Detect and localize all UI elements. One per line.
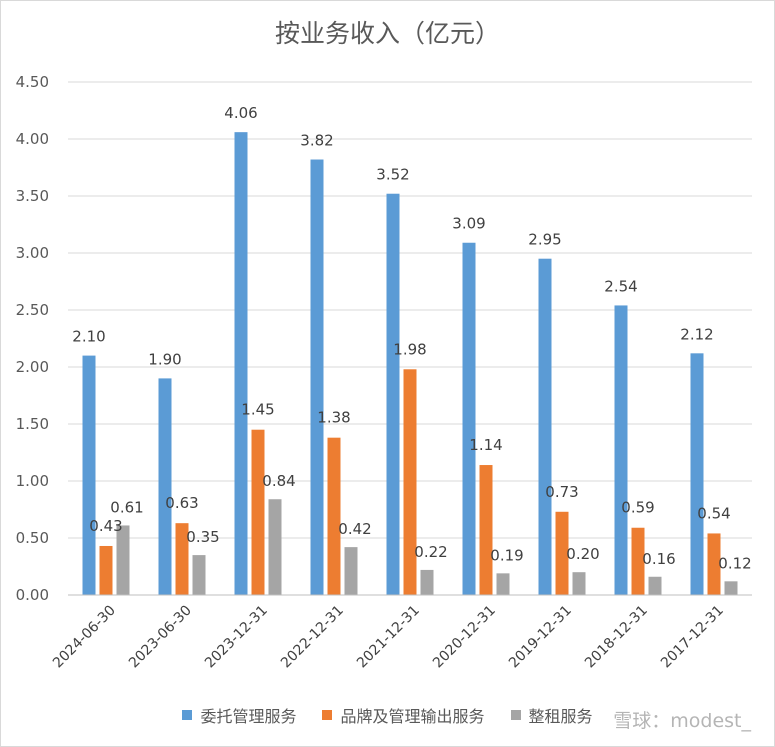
bar xyxy=(420,569,434,595)
bar xyxy=(327,437,341,595)
data-label: 1.90 xyxy=(148,350,181,368)
data-labels: 2.10 0.430.61 1.90 0.63 0.35 4.06 1.45 0.84 3.82… xyxy=(72,104,751,572)
y-tick-label: 1.00 xyxy=(16,472,49,490)
data-label: 0.19 xyxy=(490,546,523,564)
bar xyxy=(116,525,130,595)
bar xyxy=(572,572,586,595)
legend-swatch xyxy=(510,710,521,720)
bar xyxy=(234,132,248,595)
data-label: 4.06 xyxy=(224,104,257,122)
legend-item: 整租服务 xyxy=(510,703,593,727)
y-tick-label: 1.50 xyxy=(16,415,49,433)
y-axis-ticks: 0.00 0.50 1.00 1.50 2.00 2.50 3.00 3.50 4.00 4.50 xyxy=(16,73,49,604)
data-label: 0.42 xyxy=(338,520,371,538)
x-tick-label: 2023-12-31 xyxy=(202,603,271,672)
bar xyxy=(648,576,662,595)
data-label: 2.10 xyxy=(72,328,105,346)
legend-label: 整租服务 xyxy=(528,707,593,726)
data-label: 0.22 xyxy=(414,543,447,561)
bar xyxy=(344,547,358,595)
data-label: 0.61 xyxy=(110,498,143,516)
data-label: 1.98 xyxy=(393,340,426,358)
y-tick-label: 0.00 xyxy=(16,586,49,604)
bar xyxy=(555,511,569,595)
legend: 委托管理服务 品牌及管理输出服务 整租服务 xyxy=(0,703,775,727)
data-label: 2.54 xyxy=(604,277,637,295)
bar xyxy=(251,429,265,595)
x-tick-label: 2022-12-31 xyxy=(278,603,347,672)
y-tick-label: 4.00 xyxy=(16,130,49,148)
data-label: 0.43 xyxy=(89,517,122,535)
data-label: 0.73 xyxy=(545,483,578,501)
data-label: 3.82 xyxy=(300,132,333,150)
bar xyxy=(707,533,721,595)
bar xyxy=(724,581,738,595)
bar xyxy=(268,499,282,595)
legend-swatch xyxy=(322,710,333,720)
bar xyxy=(496,573,510,595)
bar xyxy=(631,527,645,595)
bar xyxy=(690,353,704,595)
x-tick-label: 2017-12-31 xyxy=(658,603,727,672)
data-label: 2.95 xyxy=(528,231,561,249)
data-label: 0.20 xyxy=(566,545,599,563)
x-tick-label: 2021-12-31 xyxy=(354,603,423,672)
data-label: 0.54 xyxy=(697,504,730,522)
data-label: 3.09 xyxy=(452,215,485,233)
legend-item: 委托管理服务 xyxy=(182,703,296,727)
data-label: 0.12 xyxy=(718,554,751,572)
bars xyxy=(82,132,738,596)
bar xyxy=(99,545,113,595)
bar xyxy=(310,159,324,595)
bar xyxy=(192,555,206,595)
y-tick-label: 4.50 xyxy=(16,73,49,91)
y-tick-label: 2.50 xyxy=(16,301,49,319)
y-tick-label: 3.50 xyxy=(16,187,49,205)
x-tick-label: 2018-12-31 xyxy=(582,603,651,672)
data-label: 3.52 xyxy=(376,166,409,184)
bar xyxy=(614,305,628,595)
bar xyxy=(82,355,96,595)
x-tick-label: 2020-12-31 xyxy=(430,603,499,672)
legend-label: 品牌及管理输出服务 xyxy=(340,707,485,726)
x-tick-label: 2023-06-30 xyxy=(126,603,195,672)
bar xyxy=(175,523,189,595)
bar xyxy=(386,193,400,595)
x-axis-ticks: 2024-06-30 2023-06-30 2023-12-31 2022-12-31… xyxy=(50,603,727,672)
chart-title: 按业务收入（亿元） xyxy=(274,19,500,48)
watermark: 雪球：modest_ xyxy=(613,710,751,732)
legend-label: 委托管理服务 xyxy=(200,707,297,726)
bar xyxy=(158,378,172,595)
data-label: 0.59 xyxy=(621,499,654,517)
y-tick-label: 2.00 xyxy=(16,358,49,376)
bar xyxy=(538,258,552,595)
bar xyxy=(403,369,417,595)
data-label: 0.35 xyxy=(186,528,219,546)
data-label: 0.16 xyxy=(642,550,675,568)
data-label: 0.84 xyxy=(262,472,295,490)
y-tick-label: 0.50 xyxy=(16,529,49,547)
data-label: 1.38 xyxy=(317,409,350,427)
data-label: 1.14 xyxy=(469,436,502,454)
x-tick-label: 2024-06-30 xyxy=(50,603,119,672)
data-label: 1.45 xyxy=(241,401,274,419)
data-label: 2.12 xyxy=(680,325,713,343)
legend-item: 品牌及管理输出服务 xyxy=(322,703,485,727)
y-tick-label: 3.00 xyxy=(16,244,49,262)
x-tick-label: 2019-12-31 xyxy=(506,603,575,672)
bar xyxy=(479,465,493,595)
legend-swatch xyxy=(182,710,193,720)
bar xyxy=(462,242,476,596)
data-label: 0.63 xyxy=(165,494,198,512)
